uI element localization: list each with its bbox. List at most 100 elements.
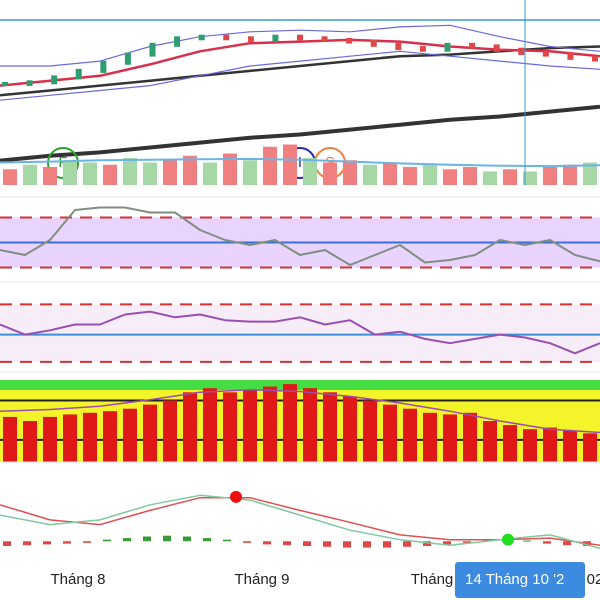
panel-histogram: [0, 371, 600, 462]
event-label: I: [298, 154, 302, 171]
bar: [283, 144, 297, 185]
line-series: [0, 206, 600, 266]
bar: [143, 162, 157, 185]
panel-oscillator: [0, 196, 600, 269]
bar: [323, 162, 337, 185]
bar: [423, 164, 437, 185]
bar: [363, 400, 377, 462]
x-tick-label: Tháng 8: [50, 571, 105, 588]
bar: [63, 414, 77, 462]
candle: [149, 42, 156, 57]
bar: [43, 167, 57, 185]
bar: [303, 158, 317, 185]
candle: [493, 44, 500, 52]
x-tick-label: Tháng 9: [234, 571, 289, 588]
histogram-bar: [403, 541, 411, 547]
histogram-bar: [283, 541, 291, 546]
line-series: [0, 494, 600, 550]
line-series: [0, 104, 600, 163]
histogram-bar: [563, 541, 571, 546]
line-series: [0, 38, 600, 87]
histogram-bar: [103, 539, 111, 542]
histogram-bar: [3, 541, 11, 546]
bar: [503, 169, 517, 185]
bar: [263, 146, 277, 185]
bar: [323, 392, 337, 462]
candle: [247, 36, 254, 42]
bar: [123, 158, 137, 185]
histogram-bar: [423, 541, 431, 546]
bar: [303, 388, 317, 462]
bar: [463, 412, 477, 462]
bar: [3, 416, 17, 462]
histogram-bar: [543, 541, 551, 544]
candle: [2, 81, 8, 86]
candle: [542, 50, 549, 57]
panel-volume: [0, 144, 600, 185]
histogram-bar: [263, 541, 271, 545]
histogram-bar: [523, 540, 531, 542]
histogram-bar: [343, 541, 351, 548]
candle: [174, 36, 181, 47]
line-series: [0, 157, 600, 168]
crosshair-label-box: [455, 562, 585, 598]
bar: [223, 392, 237, 462]
bar: [203, 162, 217, 185]
candle: [444, 42, 451, 52]
candle: [198, 34, 205, 41]
bar: [263, 386, 277, 462]
candle: [346, 37, 353, 44]
bar: [463, 167, 477, 185]
bar: [403, 408, 417, 462]
candle: [124, 52, 131, 65]
bar: [223, 153, 237, 185]
bar: [343, 396, 357, 462]
candle: [567, 52, 574, 60]
line-series: [0, 50, 600, 101]
bar: [503, 425, 517, 462]
bar: [63, 160, 77, 185]
bar: [83, 412, 97, 462]
histogram-bar: [443, 541, 451, 545]
bar: [583, 162, 597, 185]
event-label: S: [325, 154, 335, 171]
histogram-bar: [363, 541, 371, 548]
candle: [223, 34, 230, 41]
crosshair-label: 14 Tháng 10 '2: [465, 571, 564, 588]
histogram-bar: [223, 539, 231, 542]
candle: [370, 39, 377, 47]
histogram-bar: [183, 536, 191, 542]
x-tick-label: 02: [587, 571, 600, 588]
bar: [523, 171, 537, 185]
bar: [383, 404, 397, 462]
bar: [483, 171, 497, 185]
histogram-bar: [23, 541, 31, 546]
histogram-bar: [83, 541, 91, 543]
bar: [143, 404, 157, 462]
candle: [100, 60, 107, 73]
histogram-bar: [63, 541, 71, 544]
histogram-bar: [323, 541, 331, 547]
bar: [443, 169, 457, 185]
histogram-bar: [163, 535, 171, 542]
histogram-bar: [203, 538, 211, 542]
bar: [123, 408, 137, 462]
bar: [543, 167, 557, 185]
histogram-bar: [303, 541, 311, 546]
bar: [383, 162, 397, 185]
bar: [43, 416, 57, 462]
bar: [543, 427, 557, 462]
bar: [563, 430, 577, 462]
bar: [243, 160, 257, 185]
bar: [23, 421, 37, 462]
histogram-bar: [463, 541, 471, 543]
bar: [243, 389, 257, 462]
signal-dot: [502, 533, 514, 546]
bar: [103, 411, 117, 462]
candle: [469, 42, 476, 49]
signal-dot: [230, 490, 242, 503]
candle: [272, 34, 279, 42]
bar: [103, 164, 117, 185]
candle: [592, 55, 598, 62]
